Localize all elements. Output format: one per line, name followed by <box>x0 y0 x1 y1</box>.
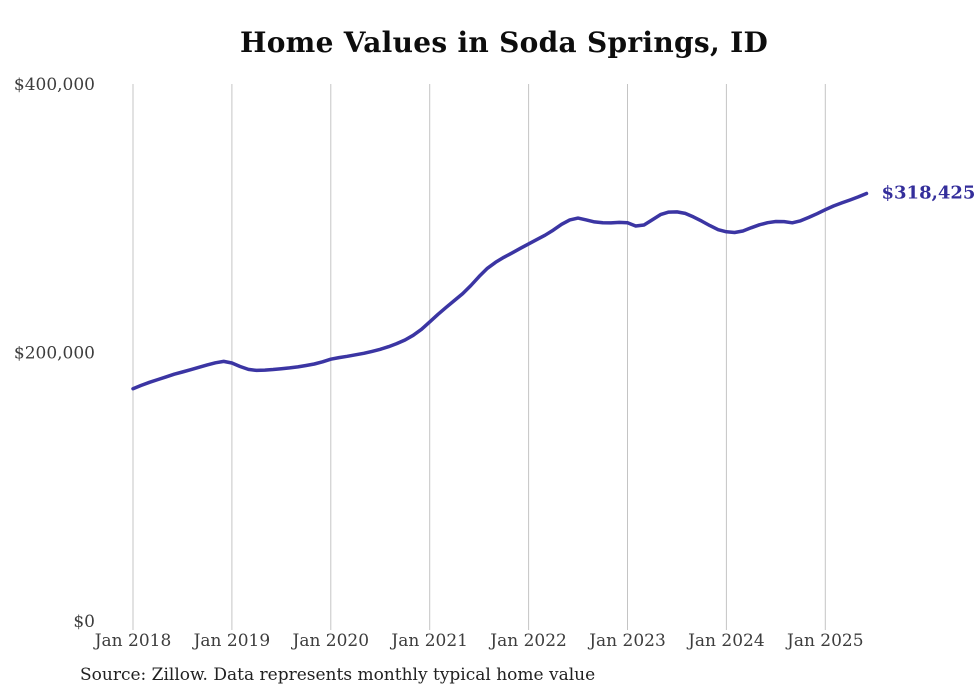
home-values-line <box>131 191 869 391</box>
y-tick-label: $0 <box>73 612 95 632</box>
gridlines <box>132 84 826 630</box>
x-tick-label: Jan 2018 <box>93 631 172 651</box>
y-tick-label: $200,000 <box>14 344 95 364</box>
source-note: Source: Zillow. Data represents monthly … <box>80 665 596 685</box>
x-tick-label: Jan 2021 <box>389 631 468 651</box>
chart-title: Home Values in Soda Springs, ID <box>239 26 769 59</box>
x-tick-label: Jan 2022 <box>488 631 567 651</box>
x-tick-label: Jan 2023 <box>587 631 666 651</box>
x-tick-label: Jan 2024 <box>686 631 765 651</box>
x-tick-label: Jan 2019 <box>192 631 271 651</box>
latest-value-annotation: $318,425 <box>882 183 976 204</box>
x-tick-label: Jan 2025 <box>785 631 864 651</box>
y-tick-label: $400,000 <box>14 75 95 95</box>
y-axis-tick-labels: $0 $200,000 $400,000 <box>14 75 95 632</box>
x-axis-tick-labels: Jan 2018 Jan 2019 Jan 2020 Jan 2021 Jan 2022… <box>93 631 864 651</box>
x-tick-label: Jan 2020 <box>291 631 370 651</box>
